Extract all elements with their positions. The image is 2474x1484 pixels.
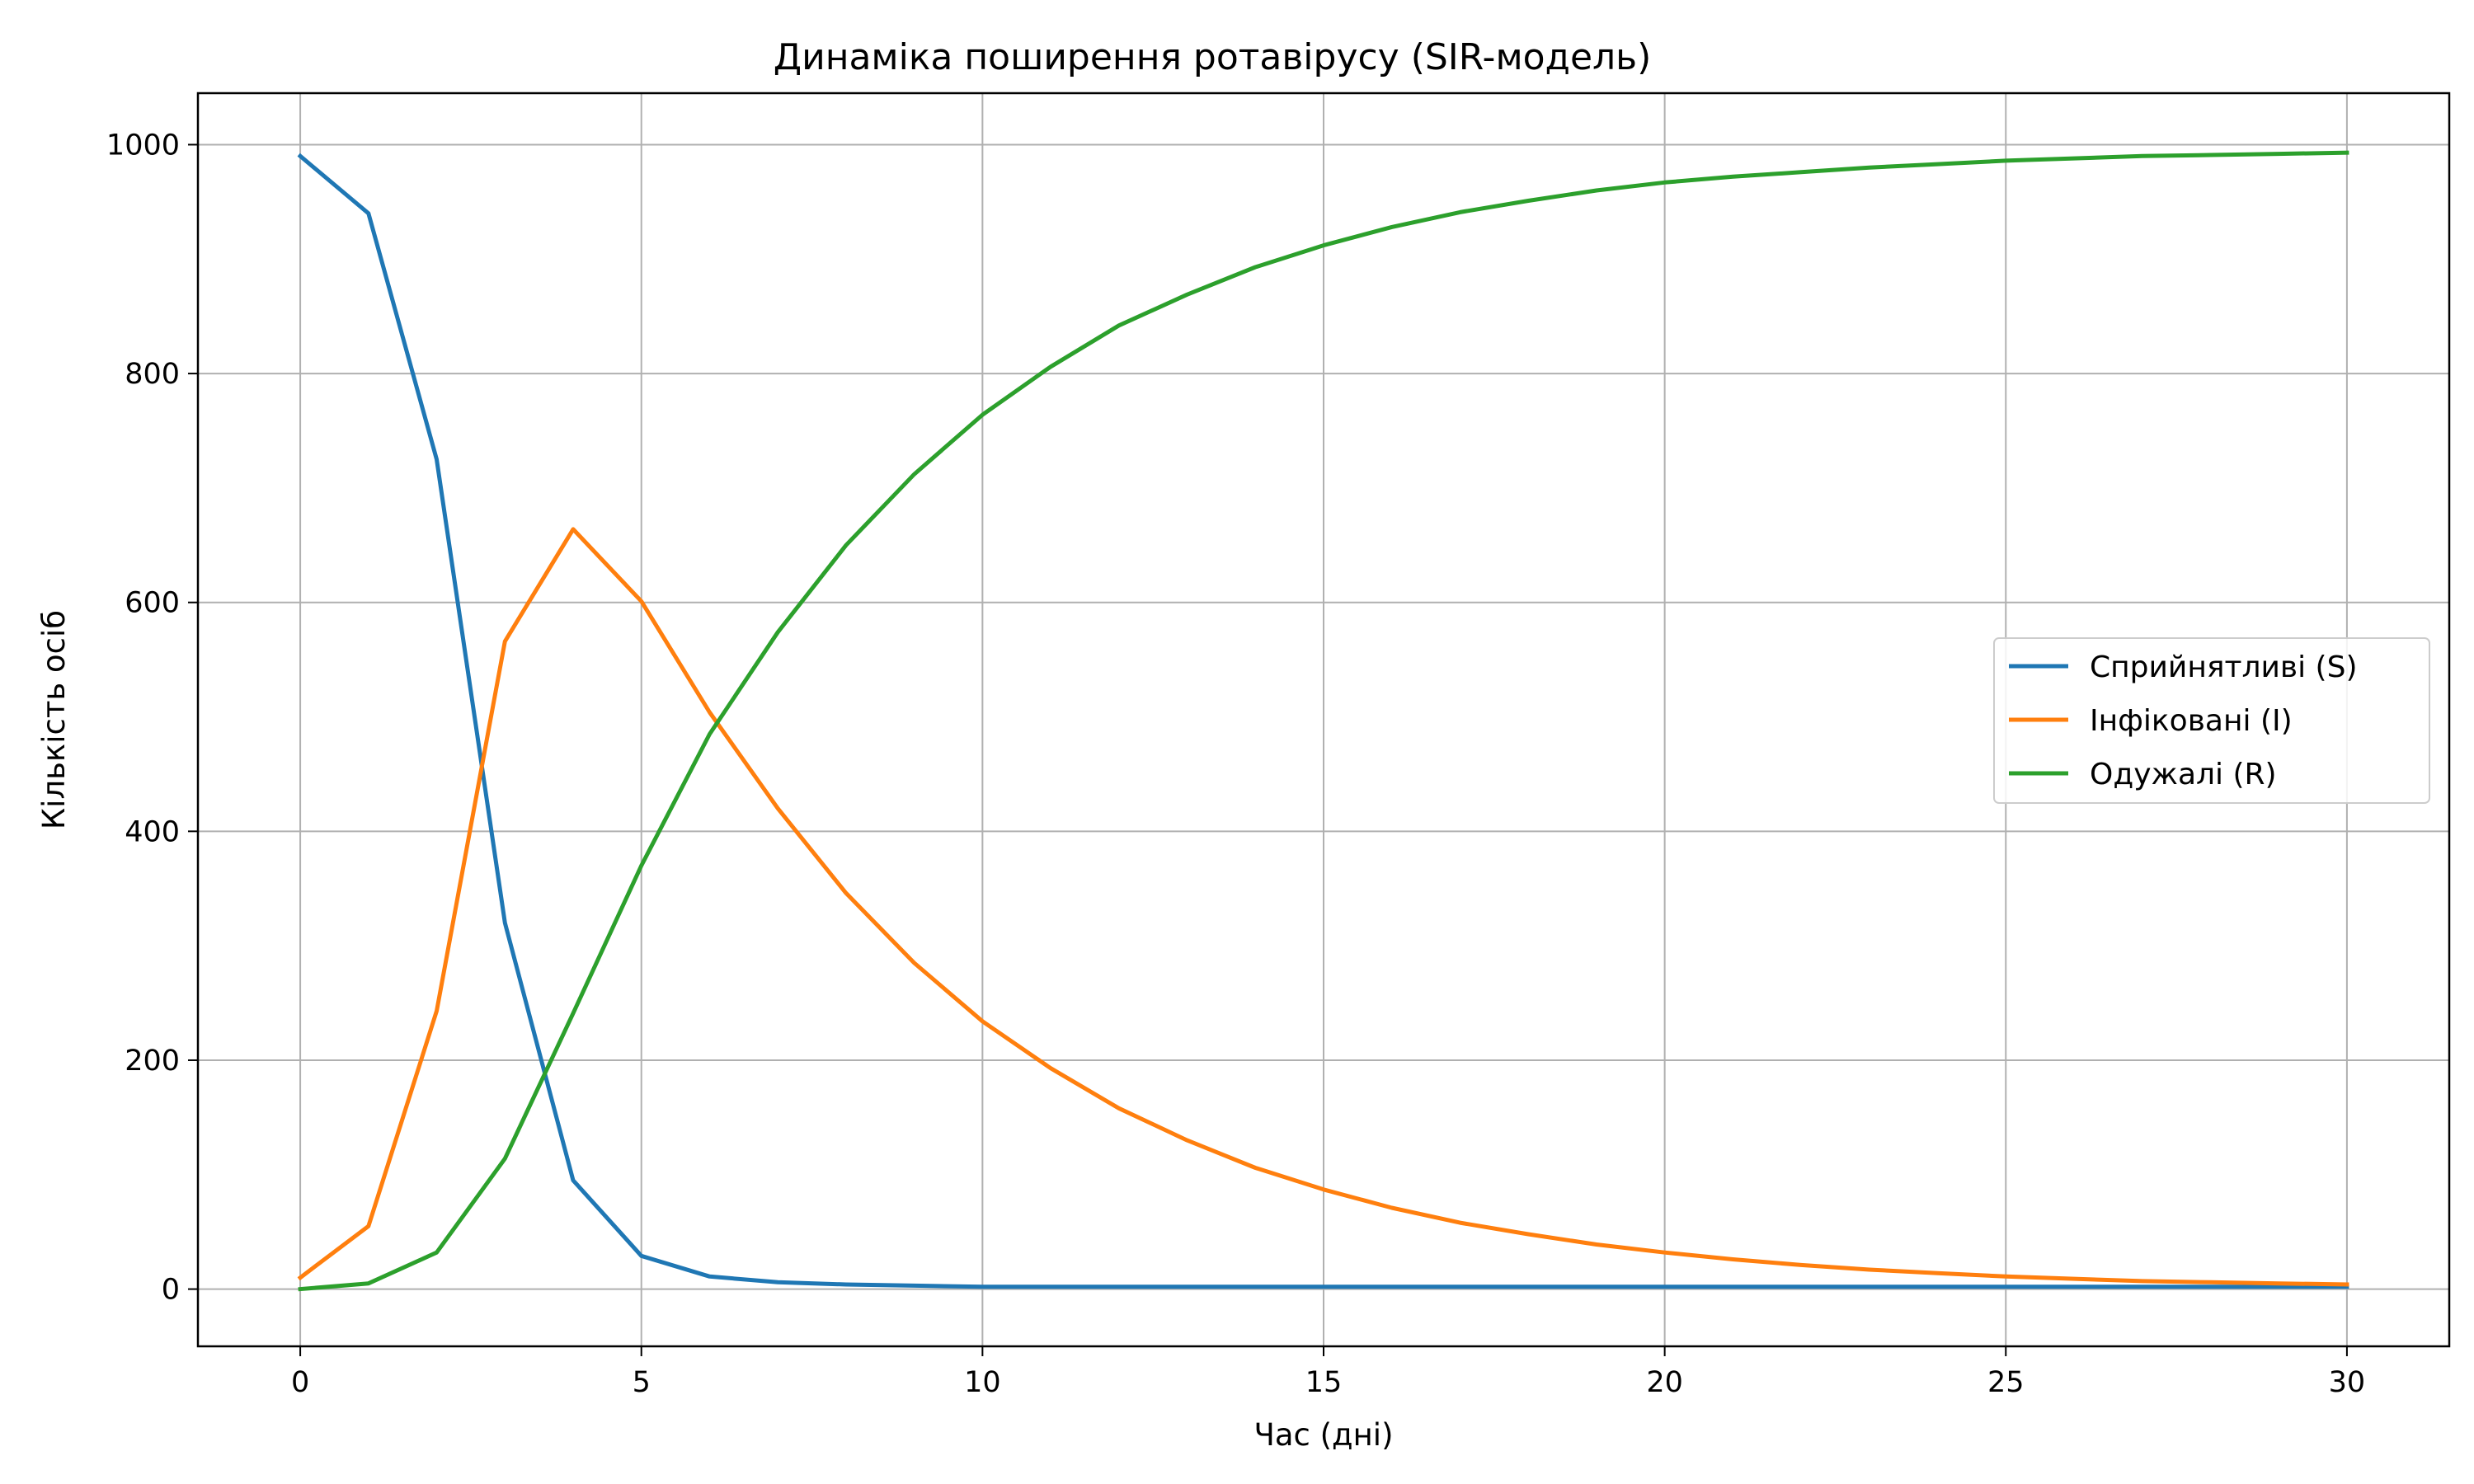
legend-label-1: Інфіковані (I) — [2090, 704, 2293, 738]
x-axis-label: Час (дні) — [1253, 1417, 1393, 1453]
y-tick-label: 400 — [125, 815, 180, 848]
y-tick-label: 1000 — [106, 129, 180, 162]
series-lines — [297, 150, 2349, 1292]
legend-label-0: Сприйнятливі (S) — [2090, 650, 2358, 684]
chart-title: Динаміка поширення ротавірусу (SIR-модел… — [774, 36, 1652, 78]
y-tick-label: 0 — [162, 1274, 180, 1307]
grid-lines — [198, 93, 2449, 1346]
y-tick-label: 200 — [125, 1045, 180, 1078]
x-tick-label: 20 — [1646, 1366, 1683, 1399]
y-tick-label: 800 — [125, 358, 180, 391]
legend-label-2: Одужалі (R) — [2090, 758, 2277, 791]
legend-box — [1993, 637, 2430, 804]
series-line-1 — [297, 527, 2349, 1287]
series-line-2 — [298, 150, 2349, 1292]
x-tick-label: 15 — [1305, 1366, 1343, 1399]
series-line-0 — [297, 153, 2349, 1289]
x-tick-label: 5 — [633, 1366, 651, 1399]
y-axis-label: Кількість осіб — [36, 610, 72, 829]
x-tick-label: 25 — [1987, 1366, 2025, 1399]
axis-ticks: 0 5 10 15 20 25 30 0 200 400 600 800 1000 — [106, 129, 2365, 1399]
x-tick-label: 30 — [2329, 1366, 2366, 1399]
x-tick-label: 10 — [964, 1366, 1001, 1399]
x-tick-label: 0 — [291, 1366, 309, 1399]
legend: Сприйнятливі (S) Інфіковані (I) Одужалі (R… — [1993, 637, 2430, 804]
y-tick-label: 600 — [125, 587, 180, 620]
